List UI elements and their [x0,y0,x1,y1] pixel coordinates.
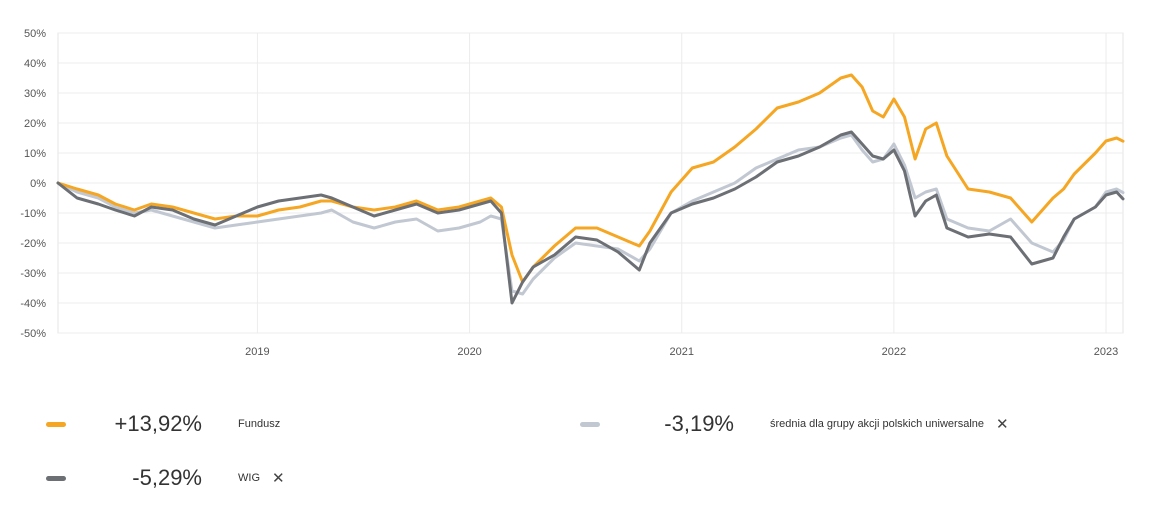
remove-wig-close-icon[interactable]: ✕ [272,470,285,487]
y-tick-label: 10% [24,148,46,160]
x-tick-label: 2020 [457,346,481,358]
series-line-2 [56,130,1125,305]
chart-legend: +13,92% Fundusz -3,19% średnia dla grupy… [0,395,1150,509]
legend-value-srednia: -3,19% [664,411,734,436]
x-tick-label: 2021 [669,346,693,358]
y-tick-label: 50% [24,28,46,40]
x-tick-label: 2019 [245,346,269,358]
legend-label-srednia: średnia dla grupy akcji polskich uniwers… [770,418,985,430]
legend-label-fundusz: Fundusz [238,418,281,430]
remove-srednia-close-icon[interactable]: ✕ [996,416,1009,433]
legend-label-wig: WIG [238,472,260,484]
legend-swatch-srednia [580,421,600,427]
legend-value-wig: -5,29% [132,465,202,490]
y-tick-label: -50% [20,328,46,340]
performance-line-chart: 50% 40% 30% 20% 10% 0% -10% -20% -30% -40% -50% 201… [20,28,1125,358]
y-tick-label: 20% [24,118,46,130]
legend-swatch-fundusz [46,421,66,427]
legend-item-fundusz: +13,92% Fundusz [46,409,280,439]
legend-item-srednia: -3,19% średnia dla grupy akcji polskich … [580,409,1009,439]
legend-value-fundusz: +13,92% [114,411,202,436]
y-tick-label: -20% [20,238,46,250]
y-tick-label: -10% [20,208,46,220]
legend-swatch-wig [46,475,66,481]
legend-item-wig: -5,29% WIG ✕ [46,463,285,493]
x-tick-label: 2023 [1094,346,1118,358]
series-line-1 [56,133,1125,296]
y-tick-label: 0% [30,178,46,190]
y-tick-label: 40% [24,58,46,70]
x-tick-label: 2022 [882,346,906,358]
y-tick-label: -40% [20,298,46,310]
y-tick-label: 30% [24,88,46,100]
series-line-0 [56,73,1125,284]
y-tick-label: -30% [20,268,46,280]
